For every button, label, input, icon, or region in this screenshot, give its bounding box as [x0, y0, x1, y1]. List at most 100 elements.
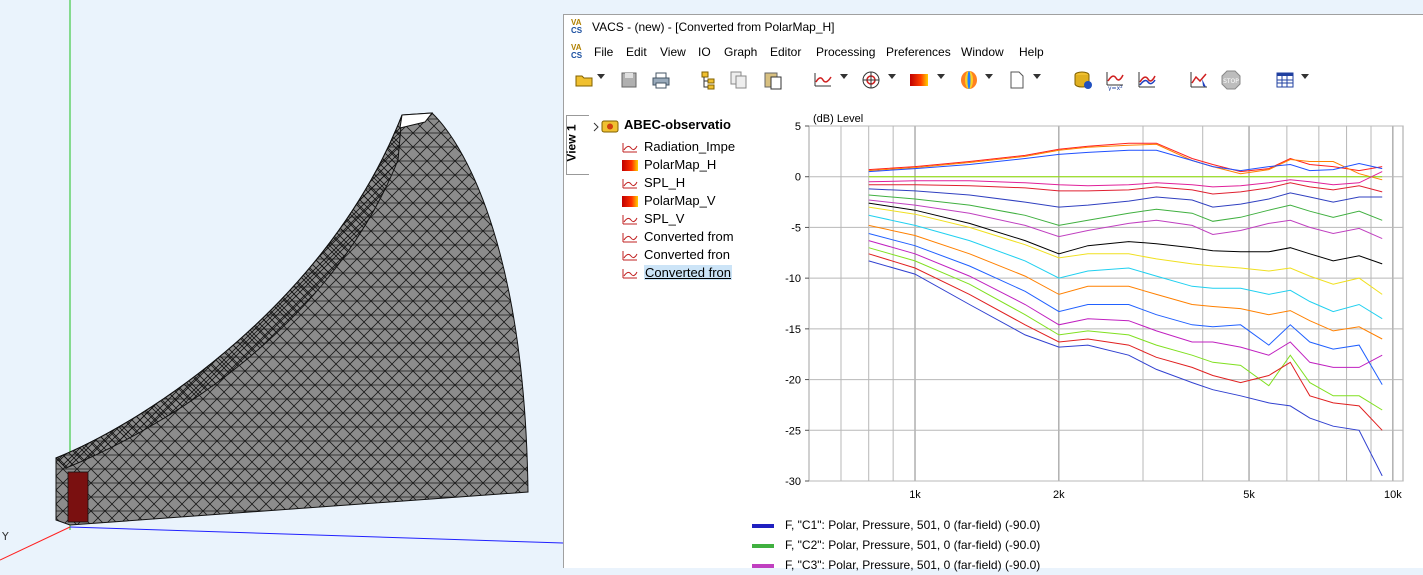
y-tick-label: -30 [785, 476, 801, 488]
logo-bottom: CS [571, 26, 583, 35]
svg-text:y=x²: y=x² [1108, 85, 1123, 91]
copy-icon[interactable] [728, 69, 750, 91]
chevron-down-icon[interactable] [985, 74, 993, 79]
chevron-down-icon[interactable] [937, 74, 945, 79]
x-axis-line [69, 526, 563, 544]
menu-edit[interactable]: Edit [626, 45, 647, 59]
series-line[interactable] [868, 214, 1383, 320]
series-line[interactable] [868, 233, 1383, 385]
function-graph-icon[interactable]: y=x² [1104, 69, 1126, 91]
chevron-down-icon[interactable] [840, 74, 848, 79]
series-line[interactable] [868, 149, 1383, 173]
print-icon[interactable] [650, 69, 672, 91]
legend-swatch [752, 564, 774, 568]
chevron-down-icon[interactable] [1301, 74, 1309, 79]
series-line[interactable] [868, 182, 1383, 195]
chevron-down-icon[interactable] [597, 74, 605, 79]
spl-curve-icon [622, 251, 638, 261]
chevron-down-icon[interactable] [888, 74, 896, 79]
menu-view[interactable]: View [660, 45, 686, 59]
series-line[interactable] [868, 171, 1383, 188]
x-tick-label: 10k [1384, 489, 1402, 501]
mesh-viewport[interactable]: Y [0, 0, 563, 567]
tree-expand-icon[interactable] [590, 119, 624, 135]
project-tree: ABEC-observatio Radiation_Impe PolarMap_H… [590, 115, 742, 295]
y-tick-label: 0 [795, 172, 801, 184]
chart-cursor-icon[interactable] [1188, 69, 1210, 91]
spl-curve-icon [622, 143, 638, 153]
horn-surface [55, 112, 529, 526]
tree-icon[interactable] [698, 69, 720, 91]
menu-graph[interactable]: Graph [724, 45, 758, 59]
x-tick-label: 1k [909, 489, 921, 501]
menu-window[interactable]: Window [961, 45, 1004, 59]
title-bar: VA CS VACS - (new) - [Converted from Pol… [564, 15, 1423, 39]
series-line[interactable] [868, 194, 1383, 226]
series-line[interactable] [868, 199, 1383, 240]
y-tick-label: -10 [785, 273, 801, 285]
series-line[interactable] [868, 142, 1383, 173]
x-tick-label: 5k [1243, 489, 1255, 501]
y-tick-label: 5 [795, 121, 801, 133]
spl-chart[interactable]: 5 0 -5 -10 -15 -20 -25 -30 1k 2k 5k 10k (dB) Level [779, 103, 1423, 533]
window-title: VACS - (new) - [Converted from PolarMap_… [592, 20, 835, 34]
legend-label: F, "C3": Polar, Pressure, 501, 0 (far-fi… [785, 558, 1041, 572]
logo-top: VA [571, 18, 582, 27]
multi-curve-icon[interactable] [1136, 69, 1158, 91]
series-line[interactable] [868, 202, 1383, 265]
series-line[interactable] [868, 240, 1383, 368]
balloon-plot-icon[interactable] [958, 69, 980, 91]
horn-throat [67, 471, 89, 523]
legend-swatch [752, 544, 774, 548]
menu-file[interactable]: File [594, 45, 614, 59]
x-tick-label: 2k [1053, 489, 1065, 501]
menu-help[interactable]: Help [1019, 45, 1044, 59]
y-axis-label: (dB) Level [813, 113, 863, 125]
chevron-down-icon[interactable] [1033, 74, 1041, 79]
tree-item-label: Converted fron [644, 247, 730, 262]
series-line[interactable] [868, 188, 1383, 208]
spl-curve-icon [622, 269, 638, 279]
toolbar: y=x² STOP [564, 66, 1423, 94]
database-icon[interactable] [1072, 69, 1094, 91]
tree-item-label: SPL_H [644, 175, 686, 190]
menu-bar: VA CS File Edit View IO Graph Editor Pro… [564, 42, 1423, 62]
tree-root-label[interactable]: ABEC-observatio [624, 117, 731, 132]
y-axis-label: Y [1, 530, 9, 543]
tree-item-label: PolarMap_V [644, 193, 716, 208]
open-folder-icon[interactable] [574, 69, 596, 91]
tree-item-label: Converted from [644, 229, 734, 244]
menu-preferences[interactable]: Preferences [886, 45, 951, 59]
series-line[interactable] [868, 224, 1383, 340]
spl-curve-icon [622, 215, 638, 225]
z-axis-line [0, 526, 71, 561]
menu-processing[interactable]: Processing [816, 45, 876, 59]
polar-map-icon [622, 196, 638, 207]
tree-item-label: PolarMap_H [644, 157, 717, 172]
line-graph-icon[interactable] [812, 69, 834, 91]
series-line[interactable] [868, 260, 1383, 477]
legend-label: F, "C1": Polar, Pressure, 501, 0 (far-fi… [785, 518, 1041, 532]
paste-icon[interactable] [762, 69, 784, 91]
tab-view-1[interactable]: View 1 [565, 115, 589, 175]
polar-map-icon [622, 160, 638, 171]
menu-logo[interactable]: VA CS [571, 44, 585, 60]
polar-graph-icon[interactable] [860, 69, 882, 91]
save-icon[interactable] [618, 69, 640, 91]
series-line[interactable] [868, 253, 1383, 431]
y-tick-label: -25 [785, 425, 801, 437]
vacs-logo: VA CS [571, 19, 585, 35]
series-line[interactable] [868, 206, 1383, 295]
tree-item-label: Radiation_Impe [644, 139, 736, 154]
stop-icon[interactable]: STOP [1220, 69, 1242, 91]
new-page-icon[interactable] [1006, 69, 1028, 91]
logo-bottom: CS [571, 51, 583, 60]
y-tick-label: -5 [791, 222, 801, 234]
series-line[interactable] [868, 247, 1383, 411]
contour-map-icon[interactable] [908, 69, 930, 91]
table-view-icon[interactable] [1274, 69, 1296, 91]
menu-io[interactable]: IO [698, 45, 711, 59]
y-tick-label: -15 [785, 324, 801, 336]
menu-editor[interactable]: Editor [770, 45, 802, 59]
horn-mesh-render[interactable]: Y [0, 0, 563, 567]
